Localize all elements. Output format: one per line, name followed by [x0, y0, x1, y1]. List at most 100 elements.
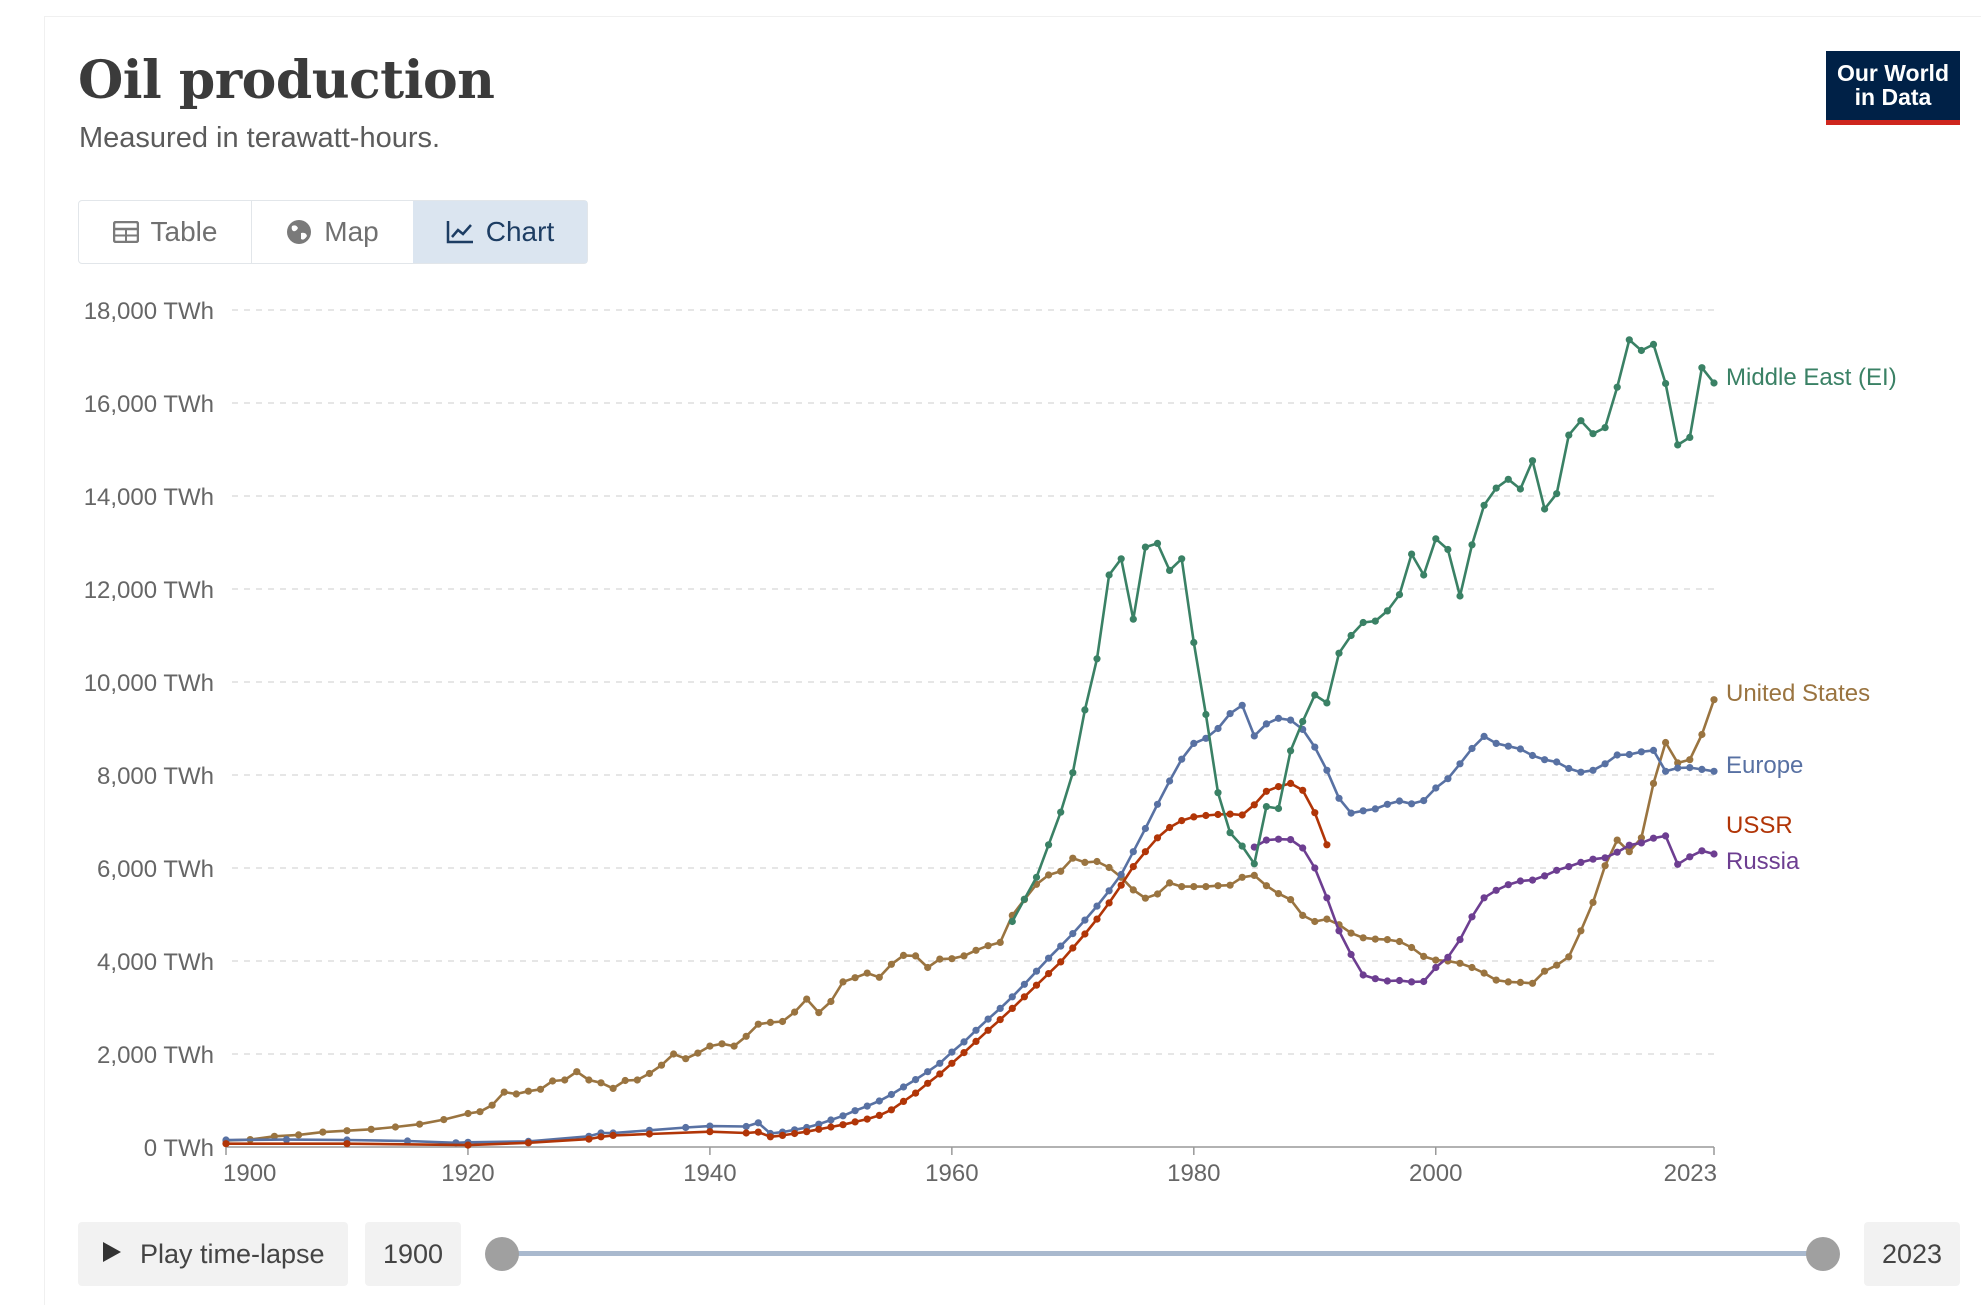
data-point-russia [1637, 839, 1645, 847]
data-point-united-states [1625, 848, 1633, 856]
data-point-ussr [1141, 848, 1149, 856]
data-point-ussr [984, 1026, 992, 1034]
data-point-europe [742, 1122, 750, 1131]
data-point-ussr [960, 1049, 968, 1057]
series-label-ussr: USSR [1726, 812, 1793, 839]
data-point-europe [1516, 745, 1524, 753]
data-point-russia [1601, 854, 1609, 862]
series-line-europe[interactable] [225, 703, 1715, 1145]
data-point-middle-east-ei [1214, 789, 1222, 797]
data-point-europe [948, 1048, 956, 1056]
data-point-middle-east-ei [1202, 710, 1210, 719]
data-point-united-states [1359, 934, 1367, 942]
data-point-united-states [367, 1125, 375, 1133]
data-point-middle-east-ei [1335, 649, 1343, 657]
data-point-united-states [1528, 979, 1537, 987]
data-point-united-states [536, 1085, 545, 1093]
series-line-russia[interactable] [1253, 834, 1715, 984]
data-point-europe [1347, 809, 1355, 817]
timeline-end-handle[interactable] [1806, 1237, 1840, 1271]
data-point-middle-east-ei [1492, 484, 1500, 492]
data-point-europe [1541, 756, 1549, 764]
series-line-united-states[interactable] [225, 699, 1716, 1142]
data-point-united-states [912, 952, 920, 960]
tab-map[interactable]: Map [251, 201, 413, 263]
data-point-middle-east-ei [1432, 535, 1440, 543]
data-point-ussr [1323, 841, 1331, 849]
data-point-middle-east-ei [1674, 441, 1682, 449]
data-point-russia [1311, 864, 1319, 872]
data-point-europe [1420, 797, 1428, 805]
timeline-start-handle[interactable] [485, 1237, 519, 1271]
play-timelapse-button[interactable]: Play time-lapse [78, 1222, 348, 1286]
page-title: Oil production [78, 50, 495, 111]
data-point-middle-east-ei [1081, 706, 1089, 714]
data-point-middle-east-ei [1456, 592, 1464, 600]
data-point-middle-east-ei [1637, 346, 1645, 355]
data-point-europe [1202, 734, 1210, 742]
data-point-russia [1613, 848, 1621, 856]
data-point-ussr [706, 1128, 714, 1136]
data-point-united-states [645, 1069, 654, 1078]
data-point-united-states [549, 1077, 557, 1085]
data-point-europe [1081, 916, 1089, 924]
data-point-united-states [621, 1076, 629, 1085]
data-point-united-states [1226, 881, 1234, 889]
data-point-middle-east-ei [1299, 717, 1307, 726]
data-point-middle-east-ei [1311, 691, 1319, 699]
series-labels: United States Europe USSR Russia Middle East… [1726, 364, 1897, 875]
data-point-united-states [1492, 976, 1500, 984]
data-point-russia [1468, 913, 1476, 921]
data-point-russia [1456, 936, 1464, 944]
data-point-united-states [476, 1108, 484, 1116]
data-point-ussr [1081, 930, 1089, 938]
timeline-track[interactable] [502, 1251, 1822, 1256]
data-point-ussr [948, 1059, 956, 1067]
data-point-russia [1528, 876, 1537, 884]
data-point-united-states [1541, 967, 1549, 975]
data-point-ussr [1202, 811, 1210, 820]
data-point-ussr [972, 1037, 980, 1045]
data-point-united-states [524, 1087, 533, 1095]
y-tick-label: 2,000 TWh [97, 1042, 214, 1069]
series-line-ussr[interactable] [226, 782, 1329, 1147]
series-line-middle-east-ei[interactable] [1011, 338, 1716, 923]
data-point-united-states [815, 1009, 823, 1017]
data-point-europe [1408, 800, 1416, 808]
data-point-middle-east-ei [1468, 541, 1476, 549]
data-point-russia [1698, 847, 1706, 855]
data-point-united-states [948, 955, 956, 963]
data-point-ussr [827, 1123, 835, 1131]
data-point-united-states [1674, 759, 1682, 767]
data-point-middle-east-ei [1274, 804, 1283, 813]
y-tick-label: 18,000 TWh [84, 298, 214, 325]
tab-chart[interactable]: Chart [413, 201, 587, 263]
data-point-europe [1662, 767, 1670, 775]
data-point-russia [1432, 963, 1440, 972]
data-point-europe [1129, 848, 1137, 856]
data-point-ussr [924, 1079, 932, 1087]
data-point-middle-east-ei [1057, 808, 1065, 816]
logo-accent-bar [1826, 120, 1960, 125]
data-point-middle-east-ei [1129, 615, 1137, 623]
data-point-united-states [391, 1123, 399, 1131]
x-tick-label: 2000 [1409, 1160, 1462, 1187]
data-point-united-states [657, 1061, 666, 1069]
data-point-ussr [1045, 970, 1053, 978]
data-point-united-states [1698, 730, 1706, 739]
data-point-united-states [972, 946, 980, 954]
data-point-middle-east-ei [1153, 539, 1162, 548]
data-point-united-states [1589, 898, 1597, 907]
data-point-russia [1710, 850, 1718, 858]
data-point-europe [1335, 794, 1343, 802]
tab-table[interactable]: Table [79, 201, 251, 263]
data-point-europe [1637, 748, 1645, 756]
data-point-united-states [464, 1109, 472, 1118]
owid-logo[interactable]: Our World in Data [1826, 51, 1960, 125]
data-point-europe [1468, 744, 1476, 753]
data-point-united-states [500, 1088, 508, 1096]
data-point-ussr [1287, 779, 1295, 788]
data-point-united-states [887, 960, 896, 968]
data-point-ussr [585, 1135, 593, 1143]
data-point-europe [827, 1116, 835, 1124]
